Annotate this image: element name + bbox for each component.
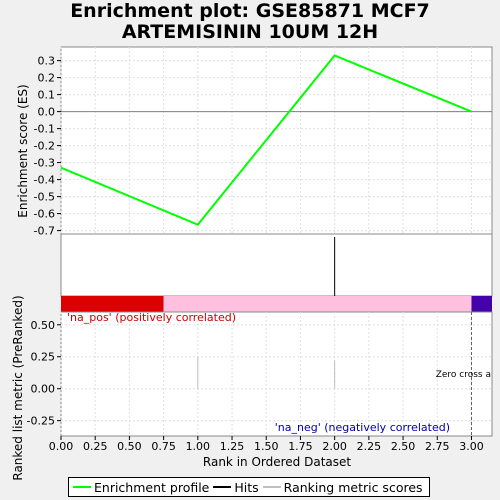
x-tick-label: 1.50 xyxy=(254,440,279,453)
legend-item-hits: Hits xyxy=(213,479,259,495)
rank-panel-background xyxy=(60,311,493,437)
rank-y-tick-label: 0.00 xyxy=(31,383,56,396)
rank-y-axis-label: Ranked list metric (PreRanked) xyxy=(11,295,25,480)
es-y-tick-label: 0.1 xyxy=(38,89,56,102)
x-tick-label: 0.00 xyxy=(49,440,74,453)
ranking-color-bar xyxy=(61,296,492,312)
x-tick-label: 0.50 xyxy=(117,440,142,453)
x-axis-label: Rank in Ordered Dataset xyxy=(203,455,351,469)
es-y-tick-label: -0.7 xyxy=(34,225,55,238)
negative-correlation-label: 'na_neg' (negatively correlated) xyxy=(275,421,450,434)
positive-correlation-label: 'na_pos' (positively correlated) xyxy=(67,311,236,324)
x-tick-label: 0.25 xyxy=(83,440,108,453)
es-y-tick-label: -0.3 xyxy=(34,157,55,170)
x-tick-label: 2.25 xyxy=(357,440,382,453)
ranking-metric-bars xyxy=(197,356,336,389)
rank-y-tick-label: -0.25 xyxy=(27,415,55,428)
rank-y-ticks: 0.50 0.25 0.00 -0.25 xyxy=(27,319,61,428)
es-y-axis-label: Enrichment score (ES) xyxy=(16,84,30,217)
es-y-tick-label: 0.0 xyxy=(38,106,56,119)
x-tick-label: 1.00 xyxy=(186,440,211,453)
hits-panel-background xyxy=(60,233,493,297)
legend-label-ranking: Ranking metric scores xyxy=(283,479,423,495)
x-tick-label: 3.00 xyxy=(459,440,484,453)
es-y-tick-label: -0.4 xyxy=(34,174,55,187)
x-tick-label: 2.50 xyxy=(391,440,416,453)
x-tick-label: 2.00 xyxy=(322,440,347,453)
rank-x-ticks: 0.00 0.25 0.50 0.75 1.00 1.25 1.50 1.75 2.00 2.25… xyxy=(49,436,484,453)
legend-item-enrichment: Enrichment profile xyxy=(73,480,209,495)
legend-label-enrichment: Enrichment profile xyxy=(94,479,210,495)
x-tick-label: 0.75 xyxy=(151,440,176,453)
es-y-tick-label: 0.3 xyxy=(38,55,56,68)
x-tick-label: 1.75 xyxy=(288,440,313,453)
x-tick-label: 1.25 xyxy=(220,440,245,453)
legend-swatch-ranking xyxy=(262,486,281,488)
es-y-tick-label: -0.1 xyxy=(34,123,55,136)
x-tick-label: 2.75 xyxy=(425,440,450,453)
color-bar-segment xyxy=(61,296,164,312)
legend: Enrichment profile Hits Ranking metric s… xyxy=(68,477,430,497)
enrichment-profile-line xyxy=(60,54,472,226)
color-bar-segment xyxy=(163,296,472,312)
es-y-tick-label: -0.6 xyxy=(34,208,55,221)
es-y-ticks: 0.3 0.2 0.1 0.0 -0.1 -0.2 -0.3 -0.4 -0.5 -0.6 -0.7 xyxy=(34,55,61,238)
es-y-tick-label: -0.2 xyxy=(34,140,55,153)
es-y-tick-label: 0.2 xyxy=(38,72,56,85)
es-panel-background xyxy=(60,46,493,235)
legend-swatch-hits xyxy=(213,486,232,488)
zero-cross-label: Zero cross a xyxy=(436,370,491,380)
legend-item-ranking: Ranking metric scores xyxy=(262,479,423,495)
legend-swatch-enrichment xyxy=(73,486,91,488)
es-y-tick-label: -0.5 xyxy=(34,191,55,204)
rank-y-tick-label: 0.50 xyxy=(31,319,56,332)
color-bar-segment xyxy=(471,296,492,312)
legend-label-hits: Hits xyxy=(234,479,259,495)
rank-y-tick-label: 0.25 xyxy=(31,351,56,364)
chart-title: Enrichment plot: GSE85871 MCF7 ARTEMISIN… xyxy=(70,0,430,43)
